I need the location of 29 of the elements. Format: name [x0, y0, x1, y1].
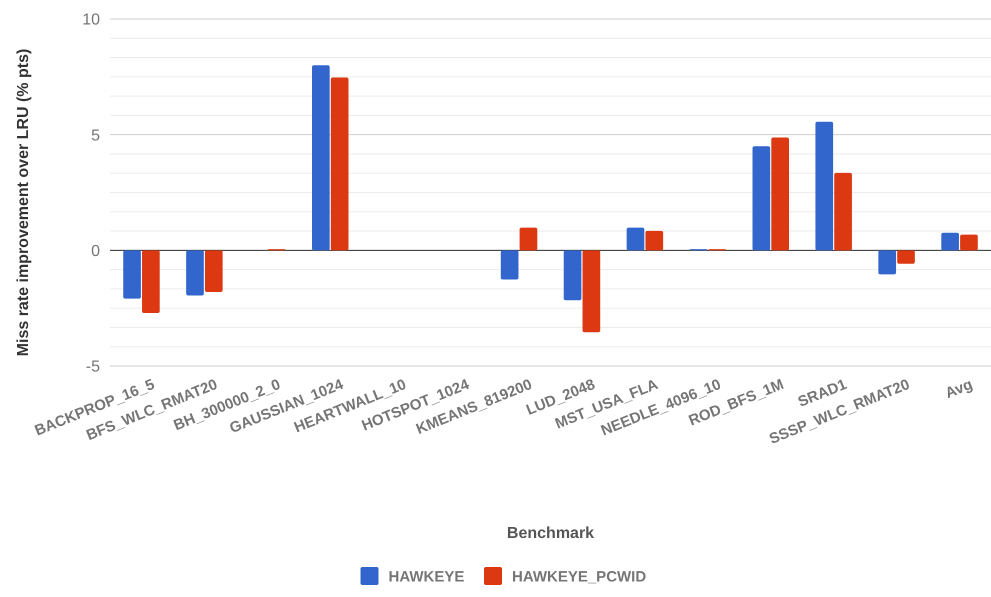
bar	[582, 250, 600, 332]
bar	[564, 250, 582, 300]
legend-label: HAWKEYE	[388, 568, 464, 586]
bar	[815, 122, 834, 250]
bar	[960, 234, 978, 250]
bar	[771, 137, 789, 250]
x-axis-title: Benchmark	[506, 525, 594, 542]
bar	[834, 172, 852, 250]
bar	[186, 250, 204, 296]
bar	[626, 228, 644, 250]
bar	[897, 250, 915, 264]
bar	[500, 250, 518, 280]
bar	[204, 250, 223, 292]
bar	[142, 250, 160, 314]
y-tick-label: 5	[91, 127, 100, 144]
legend-label: HAWKEYE_PCWID	[512, 568, 646, 586]
bar	[645, 230, 664, 250]
bar	[520, 228, 538, 250]
bar	[330, 78, 348, 250]
y-axis-title: Miss rate improvement over LRU (% pts)	[15, 48, 32, 356]
y-tick-label: 0	[91, 242, 100, 260]
y-tick-label: -5	[86, 358, 100, 376]
bar	[123, 250, 141, 299]
x-tick-label: Avg	[942, 376, 976, 402]
bar	[752, 146, 770, 250]
bar	[878, 250, 896, 274]
bar	[941, 232, 959, 250]
bar	[312, 65, 330, 250]
y-tick-label: 10	[82, 12, 100, 29]
